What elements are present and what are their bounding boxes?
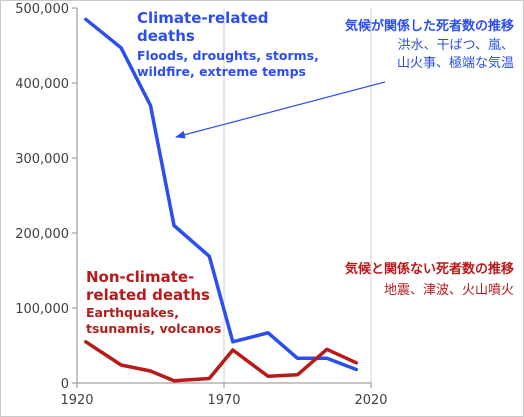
- x-tick-label-2: 2020: [354, 393, 387, 408]
- point-climate-8: [325, 357, 328, 360]
- point-climate-5: [231, 340, 234, 343]
- nonclimate-sub-line-2: tsunamis, volcanos: [86, 321, 222, 336]
- point-climate-6: [267, 331, 270, 334]
- point-nonclimate-4: [208, 377, 211, 380]
- climate-jp-sub-line-1: 洪水、干ばつ、嵐、: [397, 37, 514, 53]
- nonclimate-title-line-1: Non-climate-: [86, 268, 195, 286]
- point-climate-1: [120, 46, 123, 49]
- y-tick-label-2: 200,000: [15, 227, 69, 242]
- point-climate-9: [355, 368, 358, 371]
- point-nonclimate-3: [173, 379, 176, 382]
- climate-annotation: Climate-related deaths Floods, droughts,…: [137, 9, 319, 80]
- climate-title-line-2: deaths: [137, 27, 195, 45]
- y-tick-label-0: 0: [61, 377, 69, 392]
- climate-jp-title: 気候が関係した死者数の推移: [344, 19, 514, 34]
- climate-jp-sub-line-2: 山火事、極端な気温: [396, 56, 514, 72]
- nonclimate-sub-line-1: Earthquakes,: [86, 305, 179, 320]
- y-tick-label-4: 400,000: [15, 77, 69, 92]
- climate-sub-line-1: Floods, droughts, storms,: [137, 48, 319, 63]
- point-nonclimate-1: [120, 364, 123, 367]
- nonclimate-jp-sub-line-1: 地震、津波、火山噴火: [383, 282, 514, 298]
- point-nonclimate-9: [355, 361, 358, 364]
- point-climate-2: [149, 104, 152, 107]
- point-climate-4: [208, 255, 211, 258]
- annotation-arrow: [175, 81, 386, 139]
- nonclimate-annotation: Non-climate- related deaths Earthquakes,…: [86, 268, 221, 337]
- nonclimate-title-line-2: related deaths: [86, 286, 210, 304]
- climate-title-line-1: Climate-related: [137, 9, 269, 27]
- series-line-nonclimate: [84, 340, 359, 383]
- point-nonclimate-2: [149, 370, 152, 373]
- y-tick-label-5: 500,000: [15, 2, 69, 17]
- point-nonclimate-7: [296, 373, 299, 376]
- climate-sub-line-2: wildfire, extreme temps: [137, 64, 306, 79]
- nonclimate-jp-title: 気候と関係ない死者数の推移: [344, 262, 514, 277]
- point-climate-7: [296, 357, 299, 360]
- climate-jp-annotation: 気候が関係した死者数の推移 洪水、干ばつ、嵐、 山火事、極端な気温: [345, 19, 514, 74]
- series-line-climate: [84, 17, 359, 372]
- nonclimate-jp-annotation: 気候と関係ない死者数の推移 地震、津波、火山噴火: [345, 262, 514, 300]
- point-climate-3: [173, 224, 176, 227]
- x-tick-label-1: 1970: [207, 393, 240, 408]
- x-tick-label-0: 1920: [60, 393, 93, 408]
- point-nonclimate-8: [325, 348, 328, 351]
- y-tick-label-3: 300,000: [15, 152, 69, 167]
- point-nonclimate-5: [231, 349, 234, 352]
- point-nonclimate-6: [267, 375, 270, 378]
- y-tick-label-1: 100,000: [15, 302, 69, 317]
- point-climate-0: [84, 18, 87, 21]
- point-nonclimate-0: [84, 340, 87, 343]
